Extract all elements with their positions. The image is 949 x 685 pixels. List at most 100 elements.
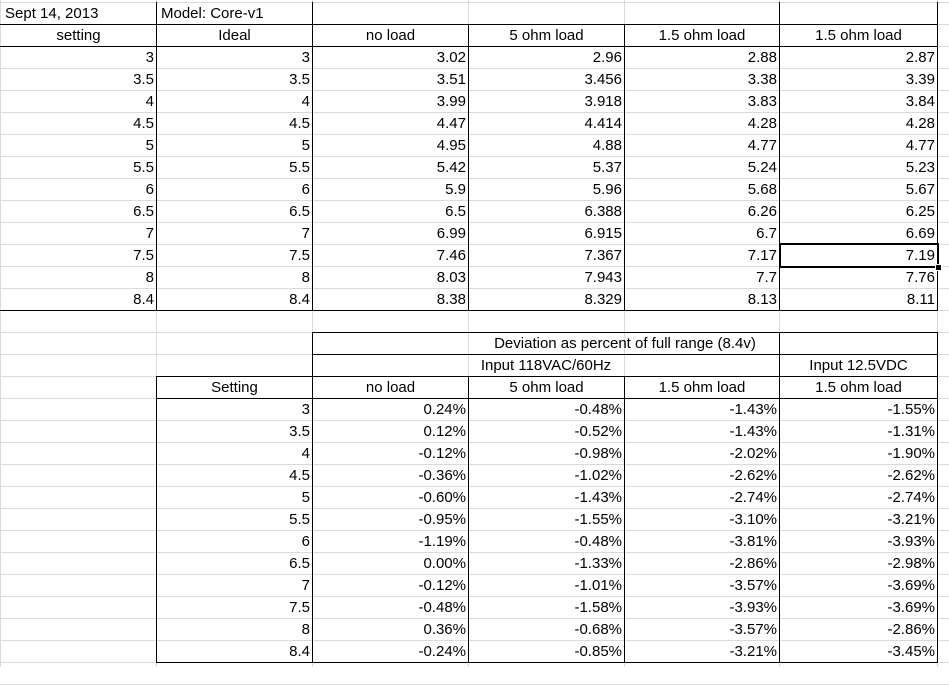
measurement-cell[interactable]: 3.38 bbox=[747, 71, 777, 88]
measurement-cell[interactable]: 5 bbox=[145, 137, 154, 154]
deviation-cell[interactable]: -0.24% bbox=[418, 643, 466, 660]
deviation-cell[interactable]: 5 bbox=[301, 489, 310, 506]
measurement-cell[interactable]: 8.4 bbox=[133, 291, 154, 308]
measurement-cell[interactable]: 6.915 bbox=[584, 225, 622, 242]
deviation-cell[interactable]: -2.62% bbox=[887, 467, 935, 484]
deviation-cell[interactable]: 6 bbox=[301, 533, 310, 550]
measurement-cell[interactable]: 4 bbox=[145, 93, 154, 110]
measurement-cell[interactable]: 5.5 bbox=[133, 159, 154, 176]
deviation-cell[interactable]: 7 bbox=[301, 577, 310, 594]
deviation-cell[interactable]: -1.55% bbox=[887, 401, 935, 418]
measurement-cell[interactable]: 3.456 bbox=[584, 71, 622, 88]
measurement-cell[interactable]: 5.96 bbox=[592, 181, 622, 198]
measurement-cell[interactable]: 3 bbox=[301, 49, 310, 66]
measurement-cell[interactable]: 5.5 bbox=[289, 159, 310, 176]
selected-cell-outline[interactable] bbox=[779, 243, 939, 268]
cell-model[interactable]: Model: Core-v1 bbox=[161, 5, 264, 22]
deviation-cell[interactable]: -1.01% bbox=[574, 577, 622, 594]
measurement-cell[interactable]: 2.87 bbox=[905, 49, 935, 66]
deviation-cell[interactable]: -3.10% bbox=[729, 511, 777, 528]
measurement-cell[interactable]: 4.414 bbox=[584, 115, 622, 132]
deviation-header-setting[interactable]: Setting bbox=[211, 379, 258, 396]
fill-handle[interactable] bbox=[935, 264, 942, 271]
measurement-cell[interactable]: 4.77 bbox=[747, 137, 777, 154]
deviation-cell[interactable]: -3.69% bbox=[887, 577, 935, 594]
measurement-cell[interactable]: 8 bbox=[301, 269, 310, 286]
measurement-cell[interactable]: 3.5 bbox=[133, 71, 154, 88]
deviation-cell[interactable]: -1.90% bbox=[887, 445, 935, 462]
deviation-header-5-ohm-load[interactable]: 5 ohm load bbox=[509, 379, 584, 396]
deviation-cell[interactable]: -0.85% bbox=[574, 643, 622, 660]
deviation-cell[interactable]: 6.5 bbox=[289, 555, 310, 572]
cell-date[interactable]: Sept 14, 2013 bbox=[5, 5, 99, 22]
measurement-cell[interactable]: 3.02 bbox=[436, 49, 466, 66]
measurement-cell[interactable]: 8 bbox=[145, 269, 154, 286]
deviation-cell[interactable]: 8.4 bbox=[289, 643, 310, 660]
header-setting[interactable]: setting bbox=[56, 27, 101, 44]
measurement-cell[interactable]: 7.7 bbox=[756, 269, 777, 286]
deviation-cell[interactable]: 7.5 bbox=[289, 599, 310, 616]
deviation-header-1-5-ohm-load-dc[interactable]: 1.5 ohm load bbox=[815, 379, 902, 396]
measurement-cell[interactable]: 6.5 bbox=[445, 203, 466, 220]
deviation-cell[interactable]: -3.93% bbox=[887, 533, 935, 550]
measurement-cell[interactable]: 7.46 bbox=[436, 247, 466, 264]
measurement-cell[interactable]: 2.96 bbox=[592, 49, 622, 66]
deviation-cell[interactable]: -3.57% bbox=[729, 577, 777, 594]
measurement-cell[interactable]: 5.42 bbox=[436, 159, 466, 176]
measurement-cell[interactable]: 8.11 bbox=[906, 291, 935, 308]
deviation-cell[interactable]: -0.36% bbox=[418, 467, 466, 484]
deviation-cell[interactable]: -1.33% bbox=[574, 555, 622, 572]
deviation-cell[interactable]: -2.62% bbox=[729, 467, 777, 484]
measurement-cell[interactable]: 7.5 bbox=[133, 247, 154, 264]
deviation-cell[interactable]: -1.02% bbox=[574, 467, 622, 484]
measurement-cell[interactable]: 3.84 bbox=[905, 93, 935, 110]
deviation-cell[interactable]: -3.81% bbox=[729, 533, 777, 550]
measurement-cell[interactable]: 5.23 bbox=[905, 159, 935, 176]
measurement-cell[interactable]: 4.5 bbox=[133, 115, 154, 132]
deviation-cell[interactable]: -0.60% bbox=[418, 489, 466, 506]
measurement-cell[interactable]: 4 bbox=[301, 93, 310, 110]
deviation-header-no-load[interactable]: no load bbox=[365, 379, 416, 396]
deviation-cell[interactable]: -0.98% bbox=[574, 445, 622, 462]
deviation-cell[interactable]: -3.69% bbox=[887, 599, 935, 616]
deviation-cell[interactable]: -1.55% bbox=[574, 511, 622, 528]
measurement-cell[interactable]: 6.388 bbox=[584, 203, 622, 220]
measurement-cell[interactable]: 3.5 bbox=[289, 71, 310, 88]
deviation-input-dc[interactable]: Input 12.5VDC bbox=[809, 357, 908, 374]
deviation-cell[interactable]: -1.31% bbox=[887, 423, 935, 440]
measurement-cell[interactable]: 2.88 bbox=[747, 49, 777, 66]
measurement-cell[interactable]: 6.5 bbox=[133, 203, 154, 220]
deviation-title[interactable]: Deviation as percent of full range (8.4v… bbox=[494, 335, 756, 352]
deviation-cell[interactable]: -1.43% bbox=[729, 423, 777, 440]
deviation-cell[interactable]: -3.21% bbox=[887, 511, 935, 528]
measurement-cell[interactable]: 8.13 bbox=[747, 291, 777, 308]
measurement-cell[interactable]: 6.25 bbox=[905, 203, 935, 220]
deviation-cell[interactable]: 3 bbox=[301, 401, 310, 418]
deviation-cell[interactable]: 8 bbox=[301, 621, 310, 638]
deviation-cell[interactable]: -0.48% bbox=[574, 533, 622, 550]
measurement-cell[interactable]: 5.67 bbox=[905, 181, 935, 198]
deviation-cell[interactable]: -0.12% bbox=[418, 445, 466, 462]
measurement-cell[interactable]: 7.17 bbox=[747, 247, 777, 264]
deviation-cell[interactable]: -0.52% bbox=[574, 423, 622, 440]
measurement-cell[interactable]: 3.99 bbox=[436, 93, 466, 110]
measurement-cell[interactable]: 6.5 bbox=[289, 203, 310, 220]
measurement-cell[interactable]: 4.28 bbox=[905, 115, 935, 132]
measurement-cell[interactable]: 6 bbox=[145, 181, 154, 198]
measurement-cell[interactable]: 7.19 bbox=[905, 247, 935, 264]
deviation-cell[interactable]: 4 bbox=[301, 445, 310, 462]
measurement-cell[interactable]: 8.38 bbox=[436, 291, 466, 308]
deviation-cell[interactable]: -2.98% bbox=[887, 555, 935, 572]
measurement-cell[interactable]: 6.99 bbox=[436, 225, 466, 242]
deviation-cell[interactable]: -0.68% bbox=[574, 621, 622, 638]
measurement-cell[interactable]: 8.03 bbox=[436, 269, 466, 286]
measurement-cell[interactable]: 3.39 bbox=[905, 71, 935, 88]
deviation-cell[interactable]: -0.12% bbox=[418, 577, 466, 594]
deviation-cell[interactable]: -1.43% bbox=[574, 489, 622, 506]
header-1-5-ohm-load-ac[interactable]: 1.5 ohm load bbox=[658, 27, 746, 44]
deviation-cell[interactable]: -3.57% bbox=[729, 621, 777, 638]
deviation-input-ac[interactable]: Input 118VAC/60Hz bbox=[480, 357, 612, 374]
measurement-cell[interactable]: 6.69 bbox=[905, 225, 935, 242]
deviation-cell[interactable]: -2.74% bbox=[729, 489, 777, 506]
